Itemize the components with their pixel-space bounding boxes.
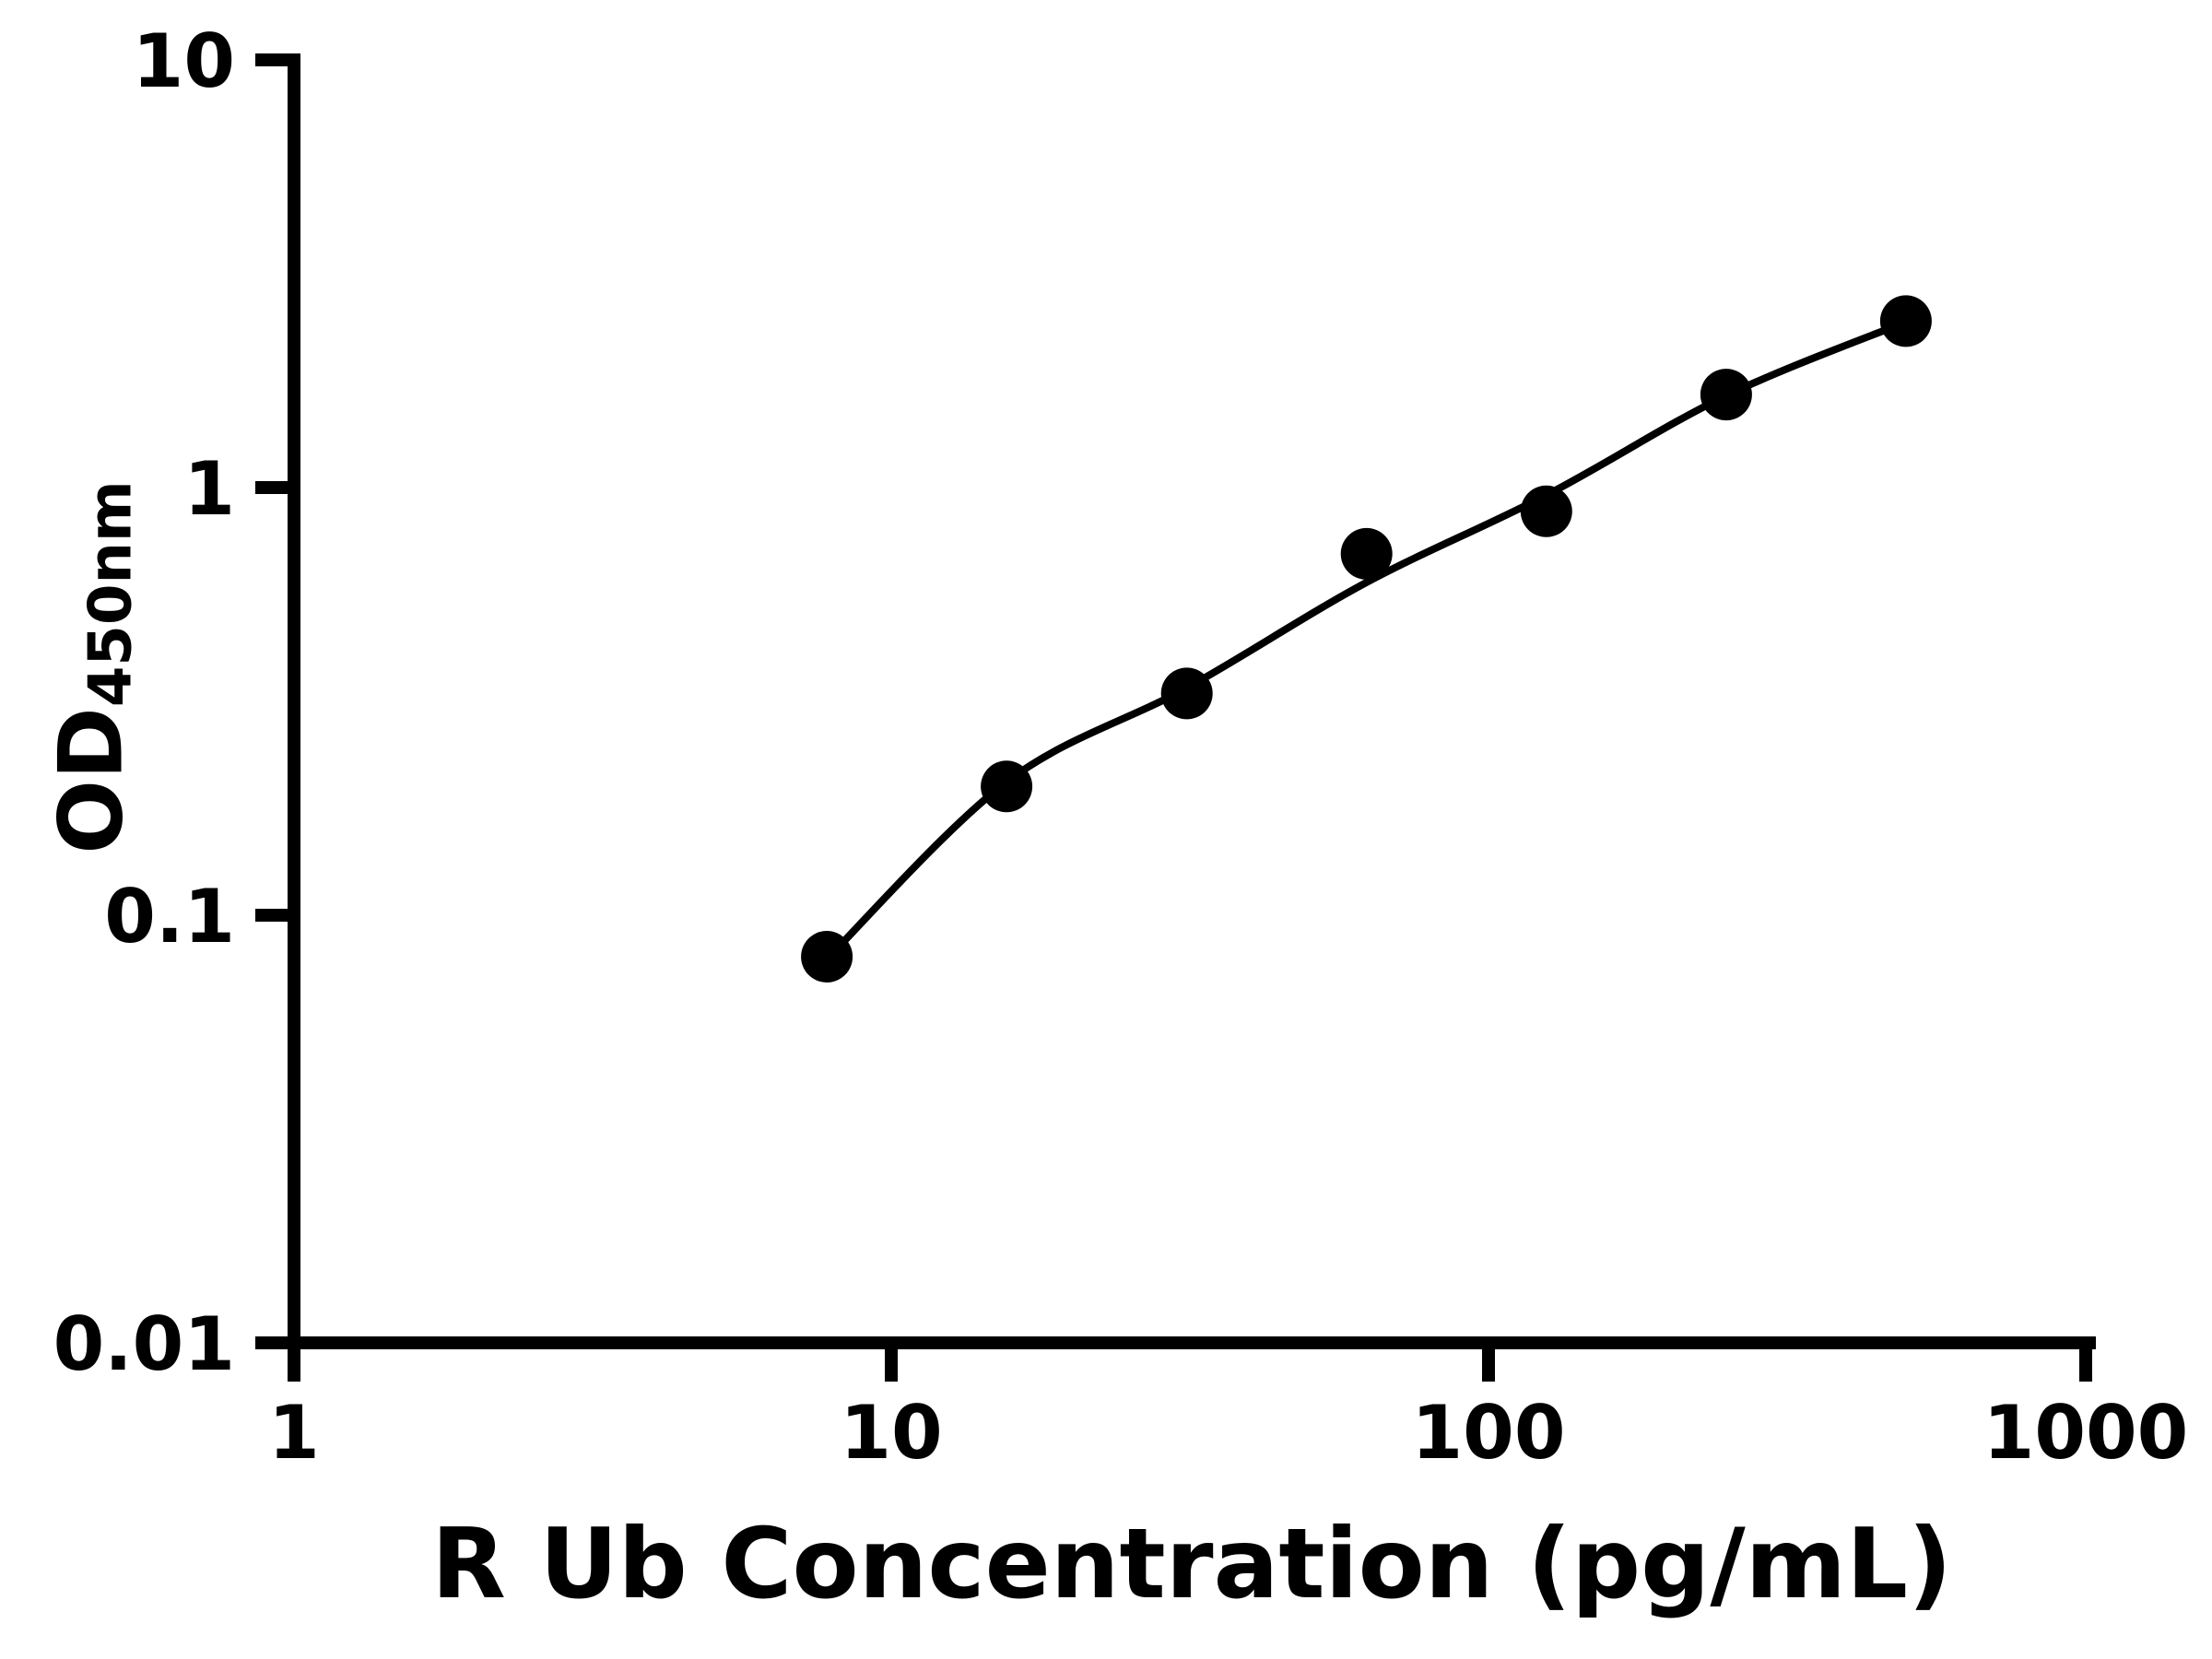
- data-point-500: [1879, 295, 1932, 347]
- x-tick-label-10: 10: [840, 1390, 942, 1476]
- y-tick-label-10: 10: [133, 18, 235, 104]
- x-axis-title: R Ub Concentration (pg/mL): [431, 1508, 1952, 1620]
- y-axis-title-main: OD: [41, 707, 143, 854]
- data-point-31.25: [1160, 667, 1213, 720]
- y-tick-label-0.1: 0.1: [104, 874, 235, 959]
- y-tick-label-0.01: 0.01: [53, 1301, 235, 1387]
- x-tick-label-1: 1: [268, 1390, 320, 1476]
- data-point-125: [1520, 485, 1572, 537]
- x-tick-label-100: 100: [1412, 1390, 1566, 1476]
- data-point-15.6: [981, 760, 1033, 813]
- y-axis-title-subscript: 450nm: [76, 480, 146, 708]
- data-point-7.8: [801, 931, 853, 982]
- y-tick-label-1: 1: [183, 446, 235, 532]
- fit-curve: [823, 318, 1910, 963]
- data-point-62.5: [1340, 527, 1393, 580]
- x-tick-label-1000: 1000: [1983, 1390, 2189, 1476]
- data-point-250: [1700, 369, 1752, 421]
- y-axis-title: OD450nm: [41, 480, 146, 853]
